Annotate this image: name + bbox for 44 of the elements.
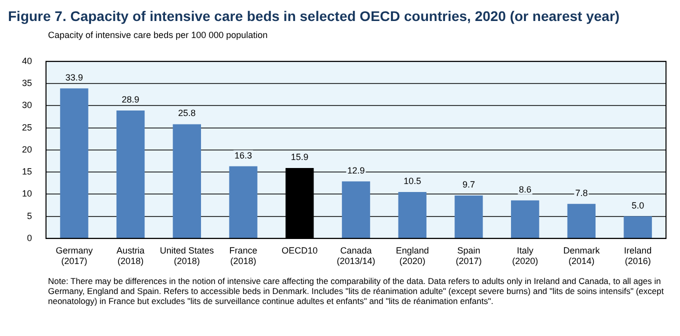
data-label: 5.0 <box>632 200 644 210</box>
y-tick-label: 20 <box>22 144 32 154</box>
y-tick-label: 5 <box>26 210 32 221</box>
bar <box>567 204 596 238</box>
y-tick-label: 15 <box>22 166 32 177</box>
bar <box>172 124 202 238</box>
data-label: 9.7 <box>462 179 475 190</box>
data-label: 15.9 <box>290 152 308 162</box>
data-label: 28.9 <box>122 94 140 104</box>
data-label: 33.9 <box>65 72 83 82</box>
y-tick-label: 10 <box>22 188 32 199</box>
data-label: 25.8 <box>178 108 196 118</box>
y-tick-label: 0 <box>26 232 32 243</box>
data-label: 10.5 <box>404 176 422 186</box>
y-tick-label: 25 <box>22 122 32 132</box>
data-label: 16.3 <box>234 150 252 160</box>
y-tick-label: 35 <box>22 78 32 88</box>
x-tick-label: France (2018) <box>229 245 258 266</box>
bar <box>60 88 88 238</box>
chart-title: Figure 7. Capacity of intensive care beds in selected OECD countries, 2020 (or nearest year) <box>8 8 621 24</box>
x-tick-label: England (2020) <box>396 245 429 266</box>
y-tick-label: 40 <box>22 56 32 66</box>
bar <box>398 192 426 238</box>
bar <box>229 166 258 238</box>
bar <box>624 216 652 238</box>
data-label: 8.6 <box>518 184 532 194</box>
x-tick-label: Austria (2018) <box>116 245 145 266</box>
bar <box>511 200 540 238</box>
bar <box>342 181 370 238</box>
data-label: 12.9 <box>347 165 365 176</box>
y-tick-label: 30 <box>22 100 32 110</box>
x-tick-label: Canada (2013/14) <box>336 245 376 266</box>
x-tick-label: Ireland (2016) <box>624 245 652 266</box>
x-tick-label: United States (2018) <box>160 245 214 266</box>
y-axis-title: Capacity of intensive care beds per 100 000 population <box>48 30 269 40</box>
x-tick-label: Spain (2017) <box>456 245 482 266</box>
x-tick-label: OECD10 <box>282 245 318 256</box>
x-tick-label: Italy (2020) <box>512 245 538 266</box>
data-label: 7.8 <box>575 188 588 198</box>
x-tick-label: Germany (2017) <box>56 245 94 266</box>
bar <box>116 110 145 238</box>
text: Note: There may be differences in the notion of intensive care affecting the comparability of the data. Data refers to adults only in Ireland and Canada, to all ages in Germany, England and Spain. Refers to accessible beds in Denmark. Includes "lits de réanimation adulte" (except severe burns) and "lits de soins intensifs" (except neonatology) in France but excludes "lits de surveillance continue adultes et enfants" and "lits de réanimation enfants". <box>48 276 665 307</box>
bar <box>454 195 483 238</box>
x-tick-label: Denmark (2014) <box>563 245 600 266</box>
